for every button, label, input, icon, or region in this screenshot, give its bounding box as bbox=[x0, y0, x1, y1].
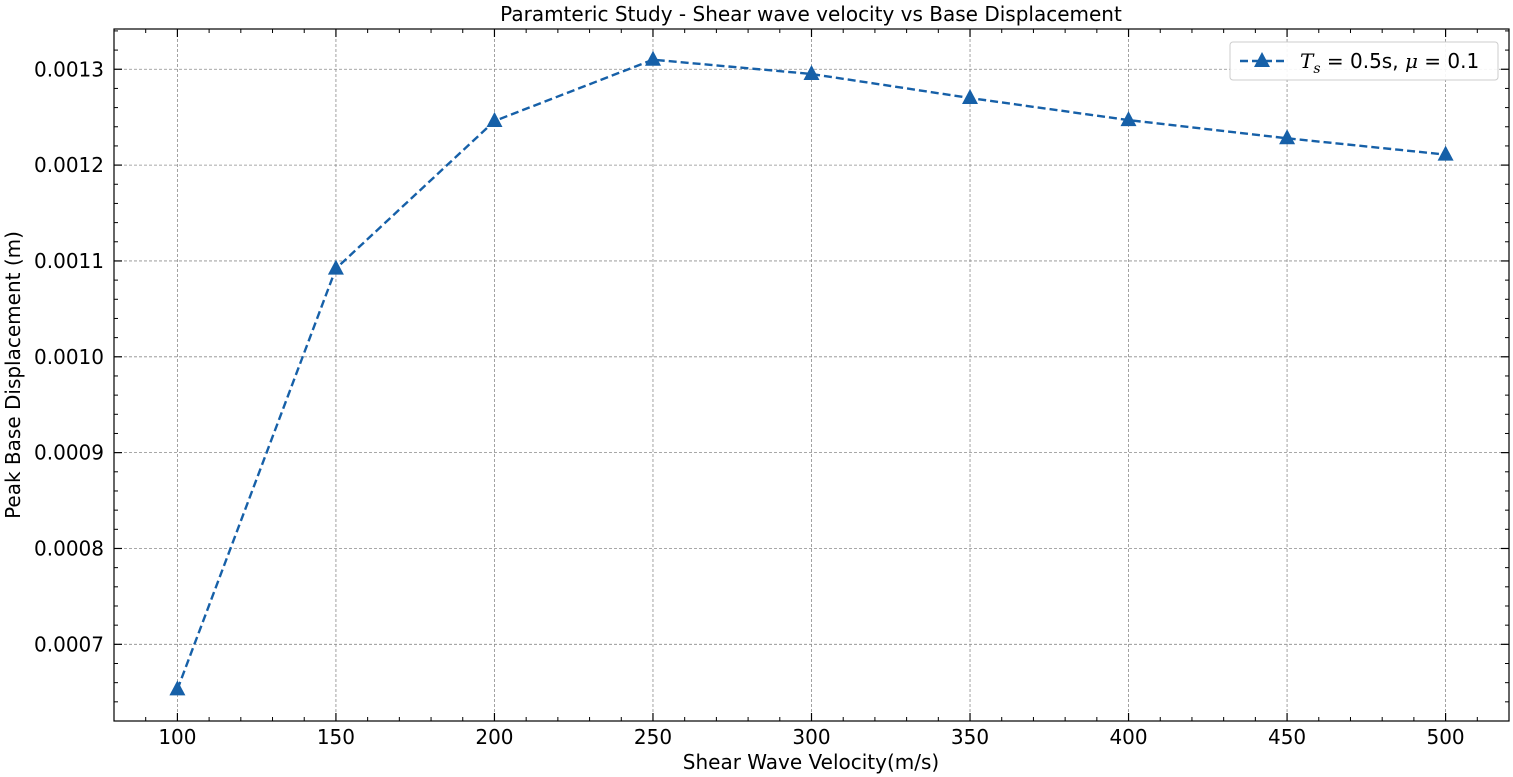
data-point bbox=[803, 65, 820, 80]
legend-label: Ts = 0.5s, μ = 0.1 bbox=[1300, 49, 1479, 77]
legend-subscript: s bbox=[1313, 61, 1320, 77]
data-point bbox=[1279, 129, 1296, 145]
y-tick-label: 0.0010 bbox=[34, 345, 104, 369]
series-group bbox=[169, 50, 1454, 696]
x-tick-label: 400 bbox=[1109, 725, 1147, 749]
x-tick-label: 200 bbox=[475, 725, 513, 749]
plot-frame bbox=[113, 28, 1510, 722]
x-tick-label: 500 bbox=[1426, 725, 1464, 749]
y-axis-label: Peak Base Displacement (m) bbox=[1, 231, 25, 519]
legend-symbol-mu: μ bbox=[1405, 49, 1418, 73]
legend-text-tail: = 0.1 bbox=[1418, 49, 1479, 73]
chart-title: Paramteric Study - Shear wave velocity v… bbox=[500, 2, 1122, 26]
data-point bbox=[1120, 111, 1137, 127]
grid bbox=[114, 29, 1509, 721]
data-point bbox=[962, 89, 978, 104]
y-tick-label: 0.0009 bbox=[34, 441, 104, 465]
legend-marker-triangle bbox=[1254, 52, 1270, 67]
x-tick-label: 150 bbox=[317, 725, 355, 749]
y-tick-label: 0.0008 bbox=[34, 536, 104, 560]
x-tick-label: 250 bbox=[634, 725, 672, 749]
y-tick-label: 0.0012 bbox=[34, 153, 104, 177]
x-axis-label: Shear Wave Velocity(m/s) bbox=[683, 750, 939, 774]
y-tick-label: 0.0013 bbox=[34, 57, 104, 81]
data-point bbox=[169, 680, 186, 696]
x-tick-label: 450 bbox=[1268, 725, 1306, 749]
legend-box bbox=[1229, 41, 1499, 81]
data-point bbox=[1437, 145, 1454, 161]
x-tick-label: 100 bbox=[158, 725, 196, 749]
data-point bbox=[645, 50, 661, 66]
data-point bbox=[486, 112, 503, 127]
series-line bbox=[176, 58, 1446, 690]
y-tick-label: 0.0011 bbox=[34, 249, 104, 273]
legend-symbol-t: T bbox=[1300, 49, 1315, 73]
axis-ticks: 100 150 200 250 300 350 400 450 500 0.0007 0.0008 0… bbox=[34, 29, 1510, 749]
data-point bbox=[327, 259, 344, 275]
y-tick-label: 0.0007 bbox=[34, 632, 104, 656]
x-tick-label: 350 bbox=[951, 725, 989, 749]
legend: Ts = 0.5s, μ = 0.1 bbox=[1229, 41, 1499, 81]
legend-text-mid: = 0.5s, bbox=[1321, 49, 1405, 73]
x-tick-label: 300 bbox=[792, 725, 830, 749]
